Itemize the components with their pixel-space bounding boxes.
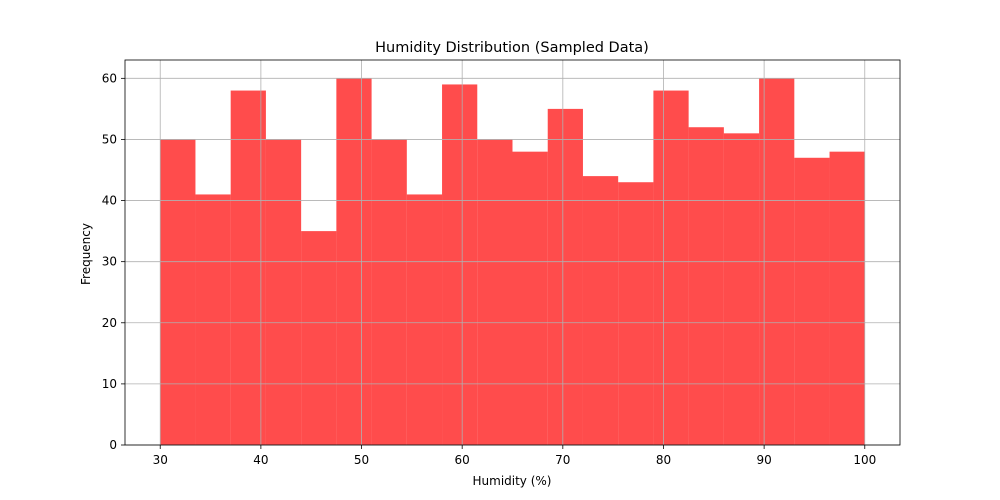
- x-axis-label: Humidity (%): [473, 474, 552, 488]
- x-tick-label: 90: [756, 453, 771, 467]
- histogram-bar: [582, 176, 619, 445]
- histogram-bar: [547, 108, 583, 445]
- histogram-bar: [477, 139, 513, 445]
- plot-area: 30 40 50 60 70 80 90 100 0 10 20 30 40 50 60: [102, 59, 901, 467]
- y-tick-label: 0: [109, 438, 117, 452]
- histogram-bar: [723, 133, 760, 446]
- x-tick-label: 40: [253, 453, 268, 467]
- histogram-bar: [230, 90, 266, 446]
- histogram-bar: [442, 84, 478, 445]
- histogram-bar: [265, 139, 302, 445]
- x-tick-label: 70: [555, 453, 570, 467]
- histogram-bar: [195, 194, 231, 445]
- y-tick-label: 40: [102, 194, 117, 208]
- histogram-bar: [406, 194, 443, 445]
- y-tick-label: 20: [102, 316, 117, 330]
- x-tick-label: 100: [853, 453, 876, 467]
- histogram-bar: [160, 139, 196, 445]
- x-tick-label: 80: [656, 453, 671, 467]
- chart-title: Humidity Distribution (Sampled Data): [375, 40, 649, 56]
- y-tick-label: 10: [102, 377, 117, 391]
- x-tick-label: 60: [455, 453, 470, 467]
- x-tick-label: 50: [354, 453, 369, 467]
- histogram-bar: [371, 139, 407, 445]
- y-tick-label: 50: [102, 132, 117, 146]
- axes-frame: [124, 59, 901, 446]
- histogram-bar: [794, 157, 830, 445]
- y-axis-label: Frequency: [79, 223, 93, 285]
- y-tick-label: 60: [102, 71, 117, 85]
- y-tick-label: 30: [102, 255, 117, 269]
- histogram-bar: [688, 127, 724, 445]
- histogram-bar: [653, 90, 689, 446]
- histogram-bar: [301, 231, 337, 445]
- x-tick-label: 30: [153, 453, 168, 467]
- histogram-bar: [512, 151, 548, 445]
- histogram-bar: [618, 182, 654, 445]
- histogram-bar: [829, 151, 865, 445]
